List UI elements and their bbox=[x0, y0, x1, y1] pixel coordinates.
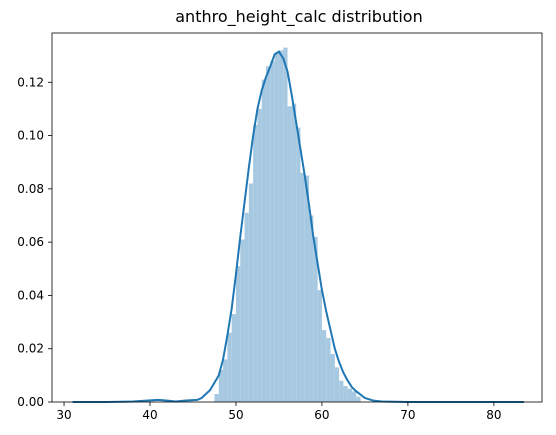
histogram-bar-26 bbox=[326, 338, 331, 402]
y-tick-label: 0.06 bbox=[17, 235, 44, 249]
x-axis-ticks: 30 40 50 60 70 80 bbox=[56, 402, 502, 422]
x-tick-label: 60 bbox=[314, 408, 329, 422]
y-tick-label: 0.10 bbox=[17, 129, 44, 143]
histogram-bars bbox=[214, 47, 361, 403]
histogram-bar-20 bbox=[300, 172, 305, 402]
histogram-bar-18 bbox=[291, 103, 297, 402]
histogram-bar-17 bbox=[287, 106, 292, 402]
axes bbox=[51, 32, 543, 403]
histogram-bar-1 bbox=[218, 370, 224, 402]
histogram-bar-7 bbox=[244, 212, 249, 402]
histogram-bar-13 bbox=[270, 60, 275, 402]
y-tick-label: 0.02 bbox=[17, 342, 44, 356]
x-tick-label: 80 bbox=[486, 408, 501, 422]
kde-line bbox=[72, 50, 524, 403]
histogram-bar-4 bbox=[231, 314, 236, 402]
histogram-bar-24 bbox=[317, 290, 322, 402]
y-tick-label: 0.00 bbox=[17, 395, 44, 409]
histogram-bar-11 bbox=[261, 79, 267, 403]
histogram-bar-32 bbox=[352, 391, 357, 402]
histogram-bar-2 bbox=[223, 359, 228, 402]
histogram-bar-23 bbox=[313, 236, 318, 402]
histogram-bar-3 bbox=[227, 332, 232, 402]
x-tick-label: 40 bbox=[142, 408, 157, 422]
x-tick-label: 70 bbox=[400, 408, 415, 422]
histogram-bar-6 bbox=[240, 239, 245, 402]
x-tick-label: 50 bbox=[228, 408, 243, 422]
chart-title: anthro_height_calc distribution bbox=[175, 7, 422, 27]
y-tick-label: 0.04 bbox=[17, 288, 44, 302]
histogram-bar-0 bbox=[214, 394, 219, 402]
histogram-bar-15 bbox=[278, 50, 284, 402]
histogram-bar-27 bbox=[330, 354, 335, 402]
histogram-bar-9 bbox=[253, 124, 258, 403]
histogram-bar-33 bbox=[356, 396, 361, 402]
histogram-bar-31 bbox=[347, 388, 353, 402]
histogram-bar-25 bbox=[321, 330, 327, 402]
histogram-bar-5 bbox=[235, 266, 241, 402]
axes-frame bbox=[51, 32, 543, 403]
histogram-bar-22 bbox=[309, 215, 314, 402]
histogram-bar-29 bbox=[339, 380, 344, 402]
y-axis-ticks: 0.00 0.02 0.04 0.06 0.08 0.10 0.12 bbox=[17, 75, 52, 409]
histogram-bar-14 bbox=[274, 52, 279, 403]
y-tick-label: 0.08 bbox=[17, 182, 44, 196]
x-tick-label: 30 bbox=[56, 408, 71, 422]
histogram-bar-12 bbox=[266, 66, 271, 402]
histogram-bar-19 bbox=[296, 127, 301, 402]
histogram-bar-8 bbox=[248, 183, 254, 402]
histogram-bar-28 bbox=[334, 367, 340, 402]
histogram-bar-30 bbox=[343, 386, 348, 402]
histogram-bar-16 bbox=[283, 47, 288, 402]
histogram-bar-21 bbox=[304, 175, 310, 402]
histogram-bar-10 bbox=[257, 108, 262, 403]
y-tick-label: 0.12 bbox=[17, 75, 44, 89]
